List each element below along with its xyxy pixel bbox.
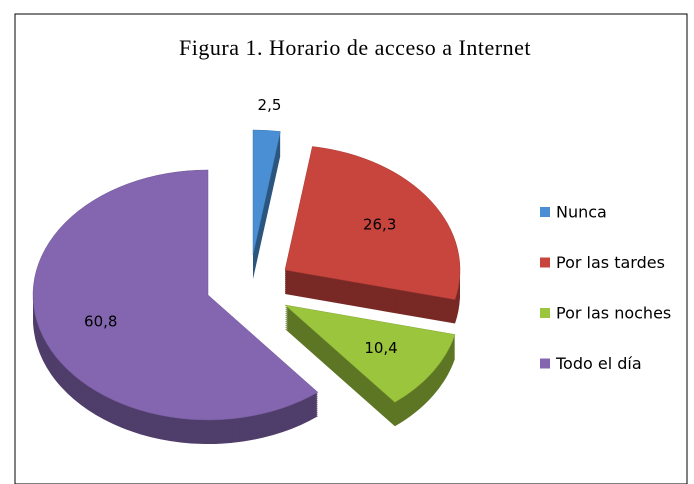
data-label: 26,3 bbox=[363, 215, 396, 233]
data-label: 2,5 bbox=[258, 96, 282, 114]
legend-swatch bbox=[540, 257, 550, 268]
legend-label: Por las tardes bbox=[556, 253, 665, 272]
chart-title: Figura 1. Horario de acceso a Internet bbox=[179, 35, 531, 60]
pie-slice bbox=[284, 146, 461, 300]
data-label: 10,4 bbox=[364, 339, 397, 357]
data-label: 60,8 bbox=[84, 313, 117, 331]
pie-slice bbox=[32, 169, 319, 421]
legend-swatch bbox=[540, 308, 550, 318]
legend-label: Por las noches bbox=[556, 304, 671, 323]
pie-slice bbox=[252, 129, 281, 256]
legend-swatch bbox=[540, 358, 550, 369]
legend-swatch bbox=[540, 207, 550, 217]
pie-slice bbox=[284, 304, 456, 403]
legend-label: Todo el día bbox=[555, 354, 642, 373]
legend-label: Nunca bbox=[556, 203, 607, 222]
